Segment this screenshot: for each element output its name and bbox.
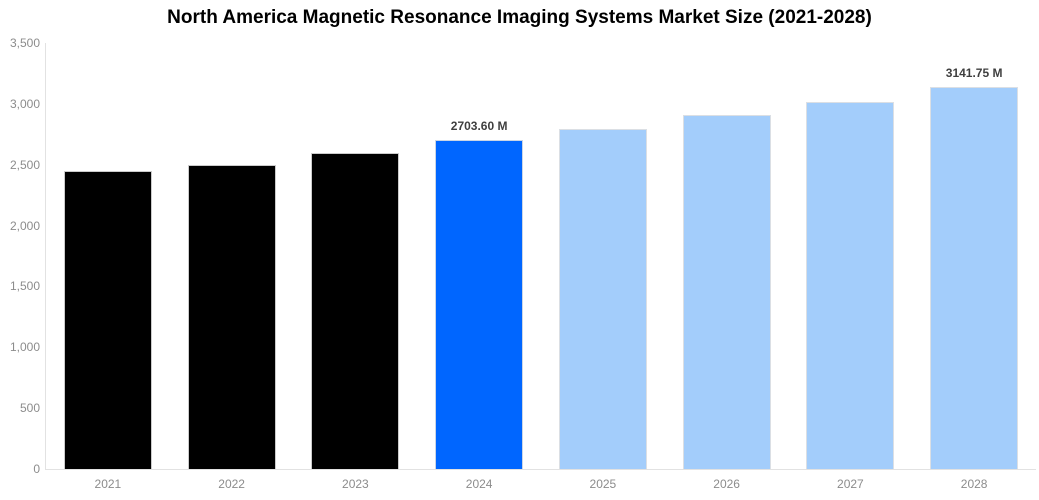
bar-value-label-2028: 3141.75 M [945, 65, 1003, 80]
bar-2022 [187, 164, 276, 469]
bar-2025 [558, 128, 647, 469]
y-axis-tick-label: 2,500 [9, 157, 40, 172]
bar-2023 [311, 153, 400, 469]
bar-2021 [63, 170, 152, 469]
bar-2026 [682, 115, 771, 469]
x-axis-label-2025: 2025 [589, 477, 617, 491]
bar-2028 [930, 86, 1019, 469]
y-axis-tick-label: 3,500 [9, 36, 40, 50]
y-axis-tick-label: 1,000 [9, 340, 40, 355]
y-axis-tick-label: 3,000 [9, 96, 40, 111]
y-axis-tick-label: 500 [19, 401, 40, 416]
bar-2024 [435, 139, 524, 469]
x-axis-label-2028: 2028 [960, 477, 988, 491]
chart-title: North America Magnetic Resonance Imaging… [167, 7, 872, 28]
bar-2027 [806, 102, 895, 469]
x-axis-label-2021: 2021 [94, 477, 122, 491]
x-axis-label-2026: 2026 [713, 477, 740, 491]
y-axis-tick-label: 0 [33, 462, 40, 476]
bar-value-label-2024: 2703.60 M [450, 118, 508, 133]
x-axis-label-2027: 2027 [837, 477, 864, 491]
x-axis-label-2024: 2024 [465, 477, 493, 491]
y-axis-tick-label: 2,000 [9, 218, 40, 233]
y-axis-tick-label: 1,500 [9, 279, 40, 294]
x-axis-label-2023: 2023 [342, 477, 369, 491]
plot-area: 0 500 1,000 1,500 2,000 2,500 3,000 3,500 2021 20… [10, 36, 1036, 491]
x-axis-label-2022: 2022 [218, 477, 245, 491]
